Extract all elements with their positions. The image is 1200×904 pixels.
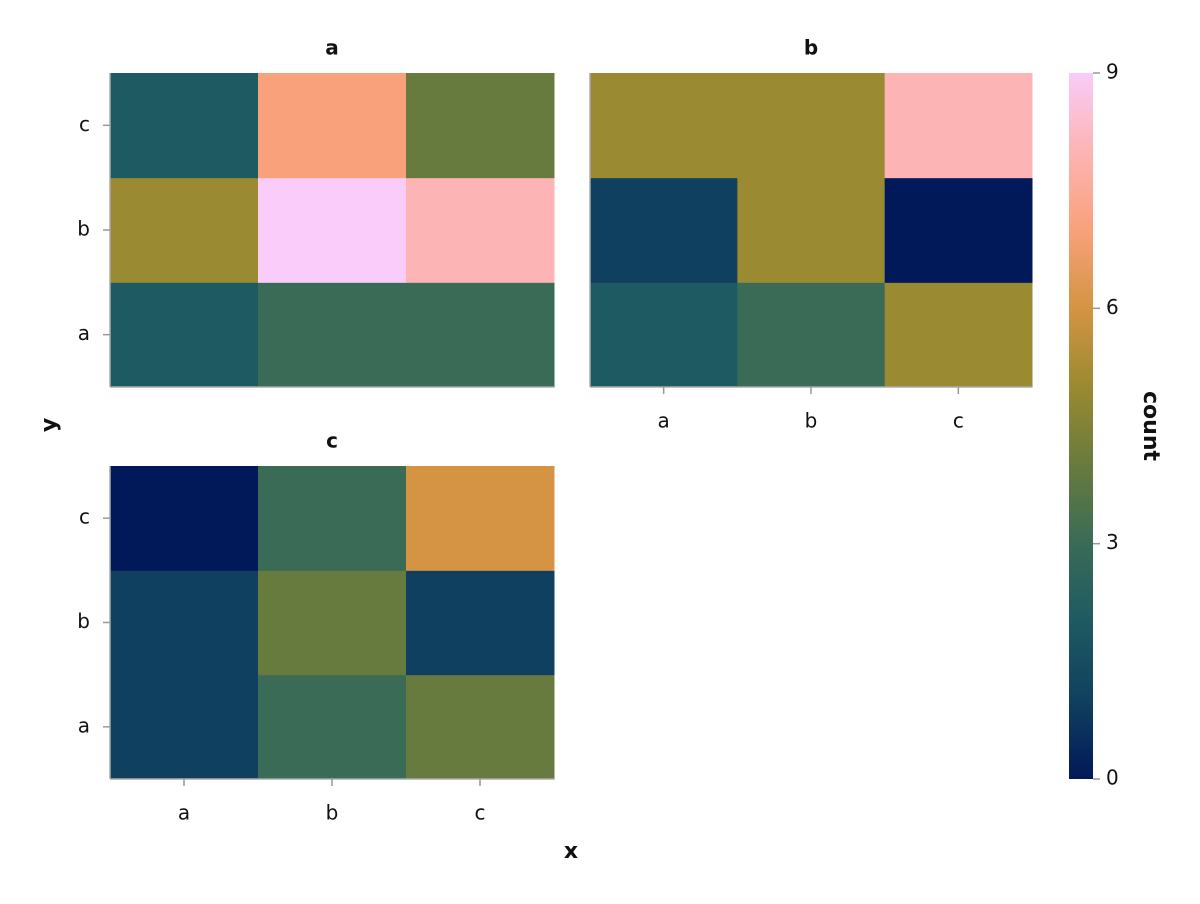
colorbar (1069, 73, 1093, 779)
heatmap-cell (590, 177, 738, 283)
heatmap-cell (737, 282, 886, 388)
heatmap-cell (258, 73, 407, 179)
colorbar-label: count (1138, 391, 1163, 461)
x-tick-label: a (178, 801, 190, 825)
heatmap-cell (258, 177, 407, 283)
facet-title: c (326, 429, 338, 453)
colorbar-tick-label: 6 (1106, 295, 1119, 319)
heatmap-cell (884, 282, 1033, 388)
heatmap-cell (110, 674, 259, 780)
x-tick-label: c (475, 801, 486, 825)
x-tick-label: c (953, 409, 964, 433)
heatmap-cell (590, 282, 738, 388)
heatmap-cell (110, 466, 259, 571)
facet-title: b (804, 36, 818, 60)
y-tick-label: a (78, 713, 90, 737)
x-tick-label: b (326, 801, 339, 825)
heatmap-cell (737, 73, 886, 179)
heatmap-cell (406, 282, 555, 388)
colorbar-tick-label: 0 (1106, 766, 1119, 790)
heatmap-cell (590, 73, 738, 179)
heatmap-cell (110, 177, 259, 283)
heatmap-cell (110, 570, 259, 676)
heatmap-cell (258, 466, 407, 571)
heatmap-cell (406, 466, 555, 571)
x-tick-label: a (658, 409, 670, 433)
x-tick-label: b (805, 409, 818, 433)
heatmap-cell (258, 570, 407, 676)
y-tick-label: b (77, 217, 90, 241)
y-axis-label: y (37, 418, 62, 432)
colorbar-tick-label: 3 (1106, 530, 1119, 554)
heatmap-cell (110, 282, 259, 388)
heatmap-cell (884, 177, 1033, 283)
heatmap-cell (406, 177, 555, 283)
heatmap-cell (406, 570, 555, 676)
heatmap-cell (258, 282, 407, 388)
y-tick-label: c (79, 505, 90, 529)
facet-title: a (325, 36, 339, 60)
heatmap-cell (884, 73, 1033, 179)
heatmap-cell (110, 73, 259, 179)
heatmap-cell (258, 674, 407, 780)
y-tick-label: a (78, 321, 90, 345)
heatmap-cell (737, 177, 886, 283)
y-tick-label: b (77, 609, 90, 633)
heatmap-cell (406, 73, 555, 179)
y-tick-label: c (79, 112, 90, 136)
colorbar-tick-label: 9 (1106, 60, 1119, 84)
heatmap-cell (406, 674, 555, 780)
x-axis-label: x (564, 839, 578, 864)
